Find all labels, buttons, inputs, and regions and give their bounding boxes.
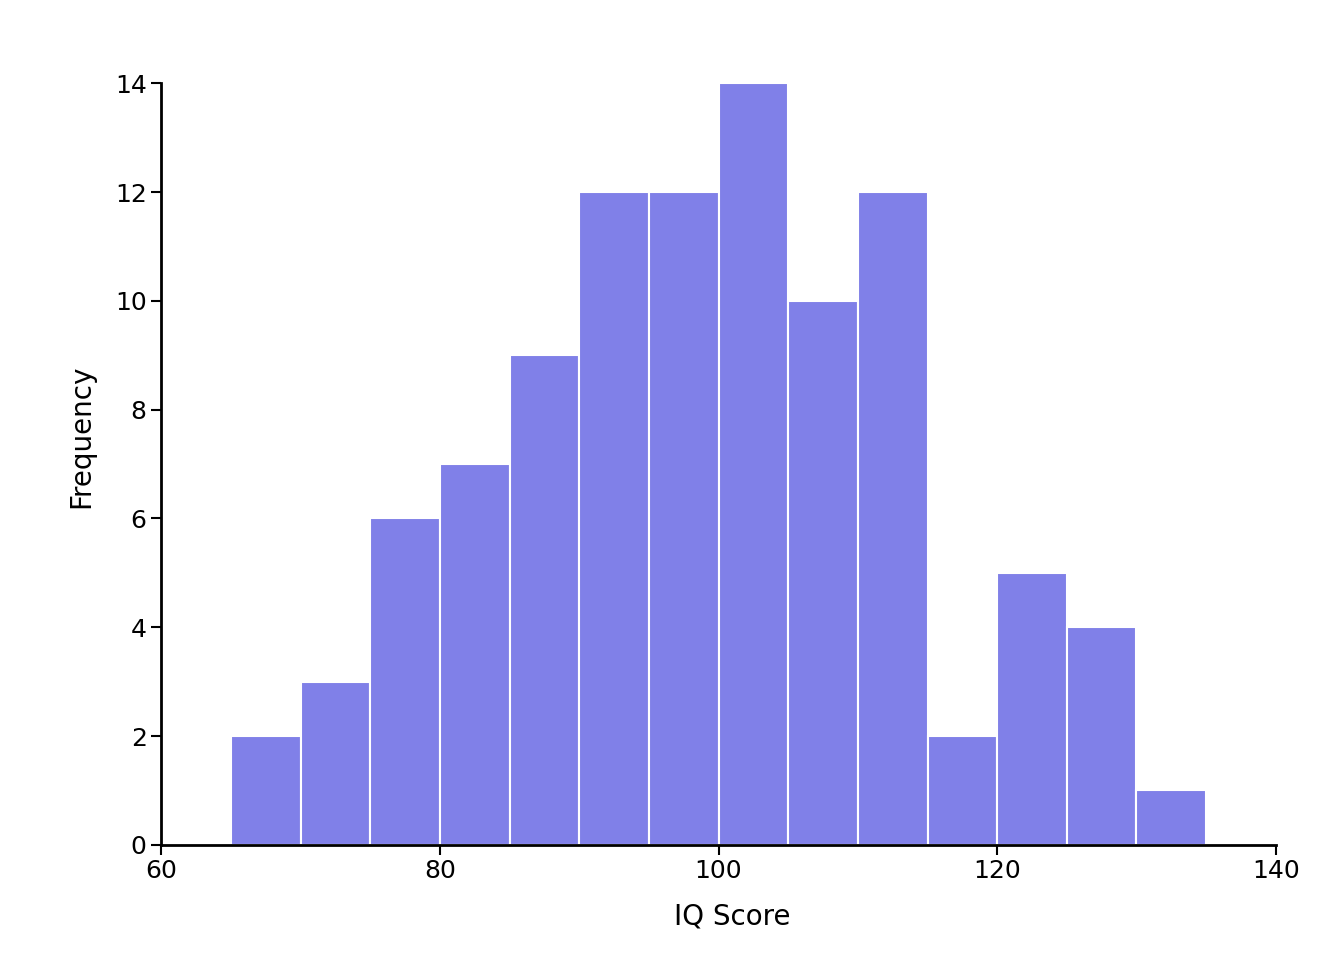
Y-axis label: Frequency: Frequency bbox=[67, 365, 95, 509]
Bar bbox=[1137, 790, 1206, 845]
Bar bbox=[509, 355, 579, 845]
Bar bbox=[649, 192, 719, 845]
Bar bbox=[927, 736, 997, 845]
Bar bbox=[370, 518, 439, 845]
Bar bbox=[788, 300, 857, 845]
Bar bbox=[1067, 627, 1137, 845]
Bar bbox=[439, 464, 509, 845]
Bar bbox=[719, 84, 788, 845]
X-axis label: IQ Score: IQ Score bbox=[675, 902, 790, 931]
Bar bbox=[231, 736, 301, 845]
Bar bbox=[579, 192, 649, 845]
Bar bbox=[997, 573, 1067, 845]
Bar bbox=[301, 682, 370, 845]
Bar bbox=[857, 192, 927, 845]
